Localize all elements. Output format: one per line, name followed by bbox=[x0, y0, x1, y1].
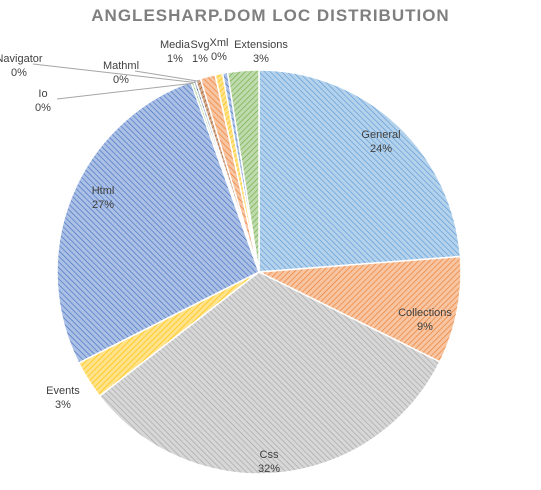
slice-label-extensions: Extensions bbox=[234, 39, 288, 51]
slice-value-html: 27% bbox=[92, 199, 114, 211]
chart-title: ANGLESHARP.DOM LOC DISTRIBUTION bbox=[91, 6, 450, 25]
pie-slice-extensions bbox=[226, 69, 260, 273]
slice-value-events: 3% bbox=[55, 399, 71, 411]
slice-label-navigator: Navigator bbox=[0, 53, 43, 65]
pie-slice-css bbox=[98, 271, 441, 475]
slice-label-css: Css bbox=[260, 449, 279, 461]
slice-label-html: Html bbox=[92, 185, 115, 197]
slice-value-collections: 9% bbox=[417, 321, 433, 333]
leader-line-mathml bbox=[134, 70, 199, 82]
slice-label-io: Io bbox=[38, 88, 47, 100]
slice-value-css: 32% bbox=[258, 463, 280, 475]
leader-line-navigator bbox=[32, 63, 196, 83]
slices-layer bbox=[56, 69, 462, 475]
pie-slice-html bbox=[56, 80, 260, 365]
slice-value-mathml: 0% bbox=[113, 74, 129, 86]
slice-value-general: 24% bbox=[370, 143, 392, 155]
slice-label-svg: Svg bbox=[191, 39, 210, 51]
slice-value-navigator: 0% bbox=[11, 67, 27, 79]
slice-value-xml: 0% bbox=[211, 51, 227, 63]
leader-line-io bbox=[56, 82, 193, 100]
slice-label-events: Events bbox=[46, 385, 80, 397]
slice-value-media: 1% bbox=[167, 53, 183, 65]
slice-label-mathml: Mathml bbox=[103, 60, 139, 72]
slice-label-media: Media bbox=[160, 39, 191, 51]
slice-label-general: General bbox=[361, 129, 400, 141]
labels-layer: General 24% Collections 9% Css 32% Events 3% Htm… bbox=[0, 37, 452, 475]
slice-value-svg: 1% bbox=[192, 53, 208, 65]
slice-label-xml: Xml bbox=[210, 37, 229, 49]
leader-lines-layer bbox=[32, 63, 199, 100]
pie-slice-general bbox=[258, 69, 462, 273]
slice-value-extensions: 3% bbox=[253, 53, 269, 65]
pie-slice-collections bbox=[256, 255, 462, 363]
slice-value-io: 0% bbox=[35, 102, 51, 114]
slice-label-collections: Collections bbox=[398, 307, 452, 319]
